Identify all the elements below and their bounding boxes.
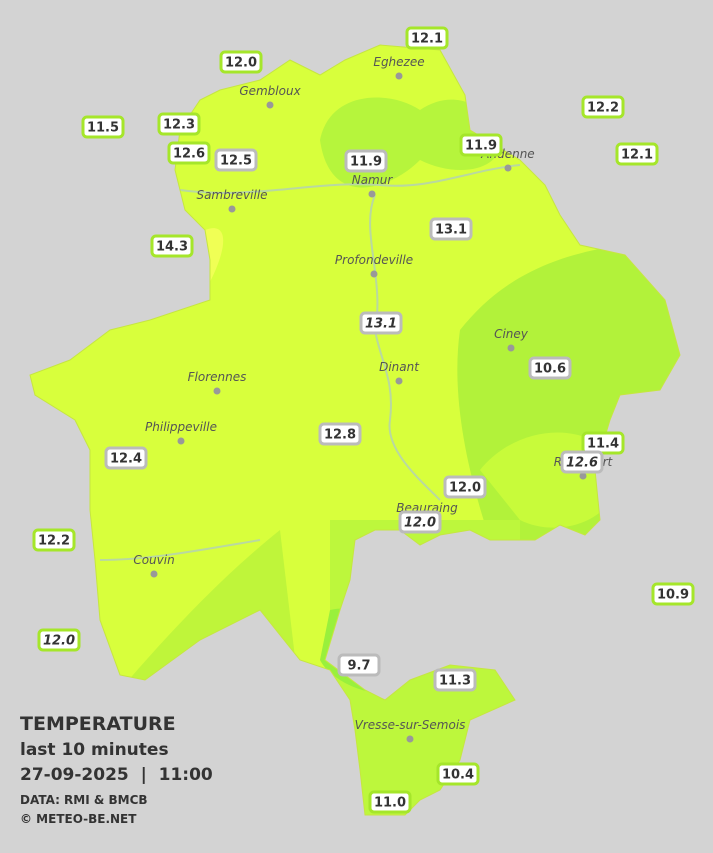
station-box <box>405 26 449 50</box>
station-value: 12.0 <box>43 634 75 649</box>
station-value: 11.3 <box>439 674 471 689</box>
station-box <box>443 475 487 499</box>
station-value: 12.2 <box>38 534 70 549</box>
city-name: Eghezee <box>373 55 424 69</box>
station-value: 11.4 <box>587 437 619 452</box>
station-box <box>368 790 412 814</box>
station-box <box>337 653 381 677</box>
city-dot <box>406 735 414 743</box>
city-dot <box>228 205 236 213</box>
city-dot <box>395 72 403 80</box>
city-dot <box>579 472 587 480</box>
station-value: 10.6 <box>534 362 566 377</box>
station-value: 12.3 <box>163 118 195 133</box>
station-box <box>528 356 572 380</box>
station-value: 12.0 <box>449 481 481 496</box>
station-box <box>398 510 442 534</box>
station-value: 13.1 <box>365 317 397 332</box>
city-name: Dinant <box>379 360 420 374</box>
station-box <box>429 217 473 241</box>
station-box <box>318 422 362 446</box>
station-box <box>32 528 76 552</box>
city-name: Vresse-sur-Semois <box>355 718 466 732</box>
legend-datetime: 27-09-2025 | 11:00 <box>20 765 213 785</box>
city-dot <box>504 164 512 172</box>
city-name: Ciney <box>494 327 529 341</box>
city-dot <box>370 270 378 278</box>
station-box <box>651 582 695 606</box>
station-box <box>214 148 258 172</box>
station-value: 13.1 <box>435 223 467 238</box>
legend-source: DATA: RMI & BMCB <box>20 793 148 807</box>
station-value: 11.5 <box>87 121 119 136</box>
station-value: 12.0 <box>225 56 257 71</box>
city-name: Namur <box>352 173 394 187</box>
city-name: Philippeville <box>145 420 217 434</box>
station-box <box>104 446 148 470</box>
station-value: 11.9 <box>350 155 382 170</box>
station-value: 12.1 <box>621 148 653 163</box>
city-dot <box>507 344 515 352</box>
city-name: Sambreville <box>196 188 267 202</box>
legend-copyright: © METEO-BE.NET <box>20 812 137 826</box>
station-value: 12.4 <box>110 452 142 467</box>
station-value: 10.4 <box>442 768 474 783</box>
station-box <box>615 142 659 166</box>
station-value: 14.3 <box>156 240 188 255</box>
station-box <box>581 95 625 119</box>
station-value: 12.6 <box>173 147 205 162</box>
station-value: 9.7 <box>347 659 370 674</box>
city-dot <box>177 437 185 445</box>
city-dot <box>395 377 403 385</box>
station-box <box>150 234 194 258</box>
city-dot <box>213 387 221 395</box>
station-box <box>436 762 480 786</box>
city-name: Couvin <box>133 553 174 567</box>
city-name: Florennes <box>188 370 247 384</box>
station-box <box>560 450 604 474</box>
station-value: 12.6 <box>566 456 598 471</box>
station-box <box>219 50 263 74</box>
legend-subtitle: last 10 minutes <box>20 740 169 760</box>
station-value: 12.8 <box>324 428 356 443</box>
city-dot <box>266 101 274 109</box>
station-box <box>81 115 125 139</box>
river <box>99 164 521 561</box>
city-name: Gembloux <box>239 84 301 98</box>
station-box <box>581 431 625 455</box>
station-box <box>459 133 503 157</box>
city-dot <box>368 190 376 198</box>
station-box <box>433 668 477 692</box>
city-name: Profondeville <box>335 253 413 267</box>
station-value: 10.9 <box>657 588 689 603</box>
station-box <box>344 149 388 173</box>
city-dot <box>150 570 158 578</box>
station-value: 12.2 <box>587 101 619 116</box>
station-value: 11.9 <box>465 139 497 154</box>
station-value: 11.0 <box>374 796 406 811</box>
station-box <box>359 311 403 335</box>
station-value: 12.0 <box>404 516 436 531</box>
station-value: 12.5 <box>220 154 252 169</box>
legend-title: TEMPERATURE <box>20 713 176 735</box>
station-value: 12.1 <box>411 32 443 47</box>
station-box <box>167 141 211 165</box>
station-box <box>37 628 81 652</box>
station-box <box>157 112 201 136</box>
